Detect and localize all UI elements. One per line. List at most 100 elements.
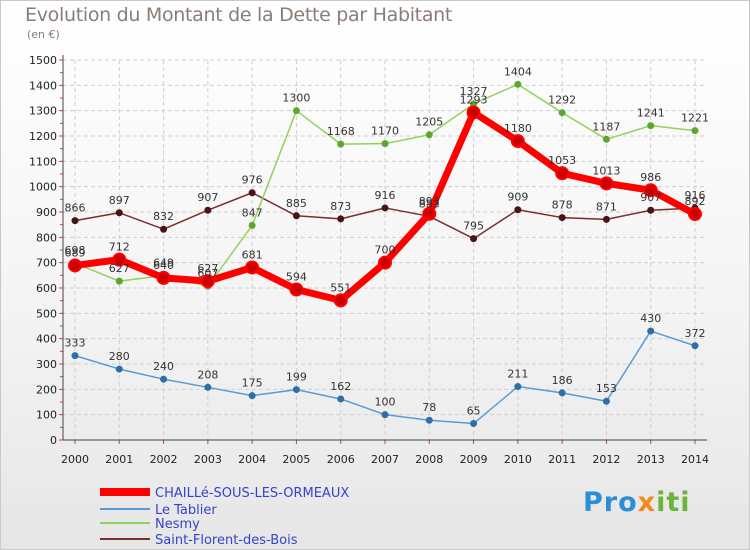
data-label: 100 xyxy=(375,396,396,409)
data-label: 847 xyxy=(242,206,263,219)
data-label: 689 xyxy=(65,246,86,259)
data-label: 986 xyxy=(640,171,661,184)
y-tick-label: 100 xyxy=(36,409,57,422)
axes: 0 100 200 300 400 500 600 700 800 900 1000 1100 1200… xyxy=(29,54,709,466)
data-label: 916 xyxy=(375,189,396,202)
y-tick-label: 1000 xyxy=(29,181,57,194)
x-tick-label: 2002 xyxy=(150,453,178,466)
data-label: 976 xyxy=(242,174,263,187)
data-point xyxy=(115,365,123,373)
data-label: 162 xyxy=(330,380,351,393)
x-tick-label: 2011 xyxy=(548,453,576,466)
data-label: 1170 xyxy=(371,125,399,138)
data-point xyxy=(602,215,610,223)
data-point xyxy=(381,140,389,148)
data-point xyxy=(292,107,300,115)
data-point xyxy=(555,166,570,181)
legend: CHAILLé-SOUS-LES-ORMEAUX Le TablierNesmyS… xyxy=(100,486,349,548)
data-point xyxy=(112,252,127,267)
data-label: 240 xyxy=(153,360,174,373)
y-tick-label: 900 xyxy=(36,206,57,219)
data-label: 1241 xyxy=(637,107,665,120)
y-tick-label: 1300 xyxy=(29,105,57,118)
data-point xyxy=(599,176,614,191)
data-label: 208 xyxy=(197,368,218,381)
y-tick-label: 400 xyxy=(36,333,57,346)
data-label: 372 xyxy=(685,327,706,340)
data-point xyxy=(647,122,655,130)
data-point xyxy=(558,214,566,222)
data-label: 65 xyxy=(467,405,481,418)
data-label: 333 xyxy=(65,337,86,350)
data-point xyxy=(204,383,212,391)
data-label: 873 xyxy=(330,200,351,213)
x-tick-label: 2014 xyxy=(681,453,709,466)
data-point xyxy=(647,206,655,214)
data-label: 607 xyxy=(197,267,218,280)
data-point xyxy=(647,327,655,335)
data-label: 885 xyxy=(286,197,307,210)
data-label: 700 xyxy=(375,244,396,257)
data-point xyxy=(466,105,481,120)
y-tick-label: 1500 xyxy=(29,54,57,67)
data-point xyxy=(470,420,478,428)
data-label: 681 xyxy=(242,248,263,261)
data-point xyxy=(115,209,123,217)
data-point xyxy=(71,217,79,225)
data-label: 649 xyxy=(153,257,174,270)
data-point xyxy=(425,416,433,424)
data-point xyxy=(422,206,437,221)
data-label: 1013 xyxy=(592,164,620,177)
data-label: 712 xyxy=(109,241,130,254)
data-label: 909 xyxy=(507,191,528,204)
data-point xyxy=(514,206,522,214)
legend-label: Saint-Florent-des-Bois xyxy=(155,533,298,548)
chart-title: Evolution du Montant de la Dette par Hab… xyxy=(25,4,453,26)
data-point xyxy=(470,235,478,243)
data-label: 153 xyxy=(596,382,617,395)
x-tick-label: 2003 xyxy=(194,453,222,466)
data-label: 698 xyxy=(65,244,86,257)
data-label: 1187 xyxy=(592,120,620,133)
data-point xyxy=(514,383,522,391)
data-label: 1168 xyxy=(327,125,355,138)
data-label: 627 xyxy=(109,262,130,275)
data-point xyxy=(602,397,610,405)
data-label: 186 xyxy=(552,374,573,387)
data-label: 832 xyxy=(153,210,174,223)
data-point xyxy=(691,342,699,350)
data-point xyxy=(691,127,699,135)
data-point xyxy=(289,282,304,297)
data-label: 1292 xyxy=(548,94,576,107)
x-tick-label: 2013 xyxy=(637,453,665,466)
data-point xyxy=(688,207,702,222)
data-label: 892 xyxy=(685,195,706,208)
y-tick-label: 200 xyxy=(36,383,57,396)
data-point xyxy=(245,260,260,275)
data-point xyxy=(204,206,212,214)
x-tick-label: 2001 xyxy=(105,453,133,466)
data-label: 1327 xyxy=(460,85,488,98)
data-label: 1293 xyxy=(460,93,488,106)
x-tick-label: 2010 xyxy=(504,453,532,466)
data-label: 907 xyxy=(640,191,661,204)
legend-label: Le Tablier xyxy=(155,503,217,518)
legend-label: CHAILLé-SOUS-LES-ORMEAUX xyxy=(155,486,349,501)
data-label: 907 xyxy=(197,191,218,204)
data-label: 175 xyxy=(242,377,263,390)
series-layer xyxy=(68,80,702,428)
data-label: 1300 xyxy=(282,92,310,105)
legend-label: Nesmy xyxy=(155,517,200,532)
data-point xyxy=(381,204,389,212)
data-label: 866 xyxy=(65,202,86,215)
data-label: 1180 xyxy=(504,122,532,135)
x-tick-label: 2004 xyxy=(238,453,266,466)
x-tick-label: 2007 xyxy=(371,453,399,466)
data-labels: 333 280 240 208 175 199 162 100 78 65 211 186 153 430… xyxy=(65,65,710,417)
data-point xyxy=(470,100,478,108)
proxiti-logo: Proxiti xyxy=(583,487,691,518)
data-label: 594 xyxy=(286,271,307,284)
y-tick-label: 800 xyxy=(36,231,57,244)
data-label: 897 xyxy=(109,194,130,207)
y-tick-label: 1200 xyxy=(29,130,57,143)
